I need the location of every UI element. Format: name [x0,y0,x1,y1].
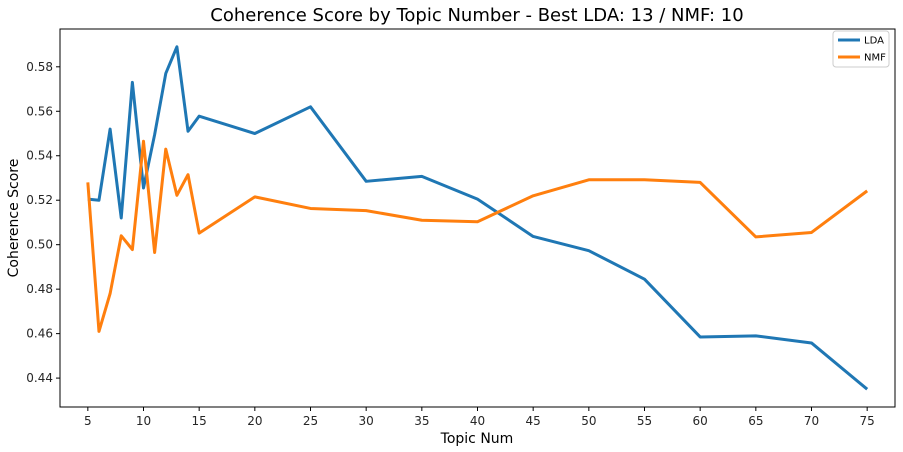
x-tick-label: 75 [860,414,875,428]
x-tick-label: 30 [359,414,374,428]
y-axis: 0.44 0.46 0.48 0.50 0.52 0.54 0.56 0.58 [26,60,60,385]
y-tick-label: 0.48 [26,282,53,296]
plot-area [59,28,896,408]
x-tick-label: 15 [192,414,207,428]
x-tick-label: 5 [84,414,92,428]
legend-label-nmf: NMF [864,53,886,64]
x-tick-label: 70 [804,414,819,428]
series-line-nmf [86,139,869,333]
x-tick-label: 20 [247,414,262,428]
y-axis-label: Coherence Score [6,159,22,278]
x-tick-label: 65 [748,414,763,428]
legend-label-lda: LDA [864,36,884,47]
x-tick-label: 45 [526,414,541,428]
y-tick-label: 0.46 [26,327,53,341]
x-tick-label: 60 [693,414,708,428]
chart-title: Coherence Score by Topic Number - Best L… [210,5,743,26]
x-tick-label: 55 [637,414,652,428]
x-tick-label: 10 [136,414,151,428]
series-lines [86,45,869,391]
y-tick-label: 0.50 [26,238,53,252]
y-tick-label: 0.54 [26,149,53,163]
x-tick-label: 35 [414,414,429,428]
legend: LDA NMF [832,30,890,68]
x-tick-label: 40 [470,414,485,428]
x-axis-label: Topic Num [440,431,514,447]
y-tick-label: 0.52 [26,193,53,207]
plot-frame [59,28,896,408]
y-tick-label: 0.58 [26,60,53,74]
y-tick-label: 0.44 [26,371,53,385]
x-axis: 5 10 15 20 25 30 35 40 45 50 55 60 65 70 75 [84,407,875,428]
series-line-lda [87,45,869,391]
x-tick-label: 25 [303,414,318,428]
x-tick-label: 50 [581,414,596,428]
y-tick-label: 0.56 [26,104,53,118]
